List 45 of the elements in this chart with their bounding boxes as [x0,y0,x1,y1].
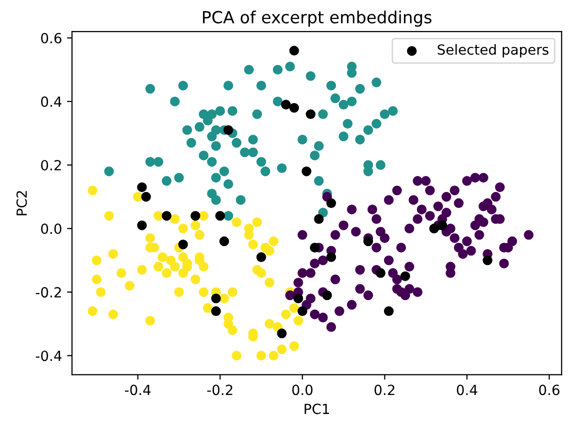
point [310,242,320,252]
point [482,255,492,266]
x-tick-label: -0.2 [207,384,232,396]
y-tick-label: 0.4 [41,96,62,107]
point [437,220,448,230]
point [162,210,172,221]
point [137,220,147,230]
point [384,306,394,316]
point [376,268,386,278]
point [298,306,308,316]
y-tick-label: -0.4 [36,350,62,362]
x-tick-label: 0.4 [456,384,478,396]
point [211,294,221,304]
y-tick-label: 0.6 [41,32,62,44]
point [219,236,230,246]
point [326,252,336,262]
point [289,102,300,113]
point [281,100,291,110]
point [306,109,316,120]
point [215,210,225,221]
point [400,271,410,282]
point [322,290,332,300]
chart-title: PCA of excerpt embeddings [202,10,432,27]
x-tick-label: 0.0 [292,384,313,396]
point [314,214,324,224]
point [429,224,439,234]
point [178,240,188,250]
point [223,125,234,135]
point [293,294,304,304]
point [289,46,300,56]
x-tick-label: 0.6 [539,384,560,396]
y-tick-label: -0.2 [36,287,61,298]
y-tick-label: 0.2 [41,160,61,170]
point [326,198,336,208]
legend-label: Selected papers [438,44,548,58]
x-axis-title: PC1 [304,404,329,414]
point [302,166,312,176]
point [276,328,287,338]
point [141,192,151,202]
x-tick-label: -0.4 [124,384,151,396]
point [363,236,374,246]
point [137,182,147,192]
y-tick-label: 0.0 [41,224,62,234]
x-tick-label: 0.2 [374,384,394,396]
y-axis-title: PC2 [16,191,27,216]
